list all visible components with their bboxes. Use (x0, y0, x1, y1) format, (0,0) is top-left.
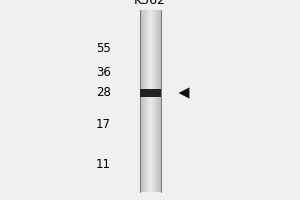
Text: 36: 36 (96, 66, 111, 78)
Text: 55: 55 (96, 42, 111, 54)
Text: K562: K562 (134, 0, 166, 7)
Bar (140, 89, 160, 97)
Text: 11: 11 (96, 158, 111, 171)
Text: 28: 28 (96, 86, 111, 99)
Polygon shape (178, 87, 189, 99)
Text: 17: 17 (96, 118, 111, 132)
